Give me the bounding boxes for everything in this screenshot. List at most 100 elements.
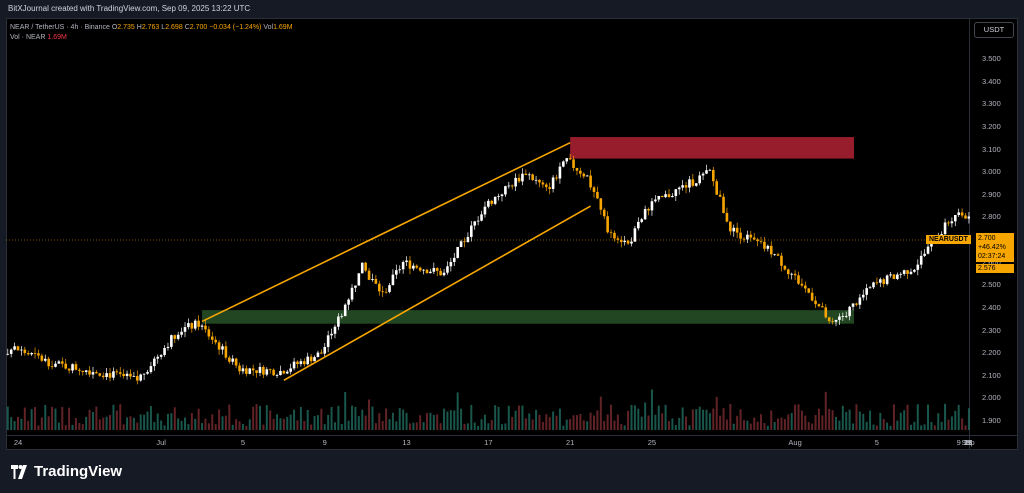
candle-body: [323, 346, 327, 354]
volume-bar: [187, 424, 190, 430]
zone-support: [202, 310, 855, 324]
candle-body: [163, 347, 166, 355]
volume-bar: [732, 423, 735, 430]
candle-body: [916, 264, 920, 270]
volume-bar: [163, 425, 166, 430]
time-tick-label: Sep: [961, 438, 975, 447]
time-tick-label: 24: [13, 438, 23, 447]
legend-open-label: O: [111, 24, 118, 31]
candle-body: [258, 366, 262, 373]
volume-bar: [34, 407, 37, 430]
volume-bar: [78, 422, 81, 430]
volume-bar: [654, 414, 657, 430]
candle-body: [364, 262, 367, 271]
volume-bar: [705, 409, 708, 430]
candle-body: [268, 369, 272, 371]
volume-bar: [913, 421, 916, 430]
candle-body: [766, 245, 770, 249]
volume-bar: [821, 415, 824, 430]
candle-body: [313, 357, 316, 362]
volume-bar: [126, 417, 129, 430]
volume-bar: [548, 417, 551, 430]
volume-bar: [381, 420, 384, 430]
volume-bar: [10, 417, 13, 430]
volume-bar: [194, 418, 197, 430]
candle-body: [882, 279, 886, 285]
candle-body: [149, 366, 153, 373]
candle-body: [122, 373, 125, 377]
candle-body: [589, 175, 592, 188]
volume-bar: [23, 407, 26, 430]
volume-bar: [790, 413, 793, 430]
volume-bar: [463, 423, 466, 430]
price-pane[interactable]: [6, 18, 970, 436]
candle-body: [296, 361, 299, 365]
volume-bar: [722, 408, 725, 430]
volume-bar: [470, 404, 473, 430]
legend-high-label: H: [136, 24, 142, 31]
candle-body: [735, 227, 739, 233]
candle-body: [333, 326, 337, 334]
candle-body: [769, 245, 773, 255]
candle-body: [303, 361, 306, 365]
price-axis[interactable]: [970, 18, 1018, 436]
candle-body: [374, 278, 378, 284]
volume-bar: [429, 412, 432, 430]
candle-body: [947, 222, 950, 224]
volume-bar: [415, 422, 418, 430]
volume-bar: [521, 405, 524, 430]
candle-body: [671, 196, 674, 198]
volume-bar: [184, 417, 187, 430]
candle-body: [834, 319, 838, 322]
candle-body: [449, 261, 453, 267]
legend-high: 2.763: [141, 24, 160, 31]
time-axis[interactable]: [6, 436, 970, 450]
candle-body: [217, 342, 221, 350]
tradingview-logo[interactable]: TradingView: [10, 463, 122, 480]
volume-bar: [575, 415, 578, 430]
volume-bar: [920, 425, 923, 430]
volume-bar: [746, 420, 749, 430]
volume-bar: [241, 423, 244, 430]
volume-bar: [388, 419, 391, 430]
candle-body: [176, 334, 180, 339]
candle-body: [640, 219, 644, 222]
candle-body: [224, 346, 228, 358]
volume-bar: [374, 423, 377, 430]
candle-body: [170, 335, 173, 347]
candle-body: [43, 358, 47, 361]
candle-body: [108, 373, 112, 378]
volume-bar: [538, 414, 541, 430]
volume-bar: [258, 405, 261, 430]
candle-body: [579, 170, 582, 174]
candle-body: [804, 285, 807, 289]
volume-bar: [667, 421, 670, 430]
candle-body: [74, 364, 78, 370]
volume-bar: [572, 415, 575, 430]
candle-body: [473, 221, 477, 226]
volume-bar: [524, 418, 527, 430]
volume-bar: [763, 423, 766, 430]
time-tick-label: 17: [963, 438, 973, 447]
candle-body: [756, 239, 759, 242]
candle-body: [207, 329, 211, 337]
candle-body: [418, 267, 422, 271]
price-tick-label: 2.300: [982, 325, 1001, 335]
volume-bar: [845, 411, 848, 430]
volume-bar: [211, 414, 214, 430]
candle-body: [773, 254, 776, 256]
channel-lower-line: [283, 205, 591, 381]
volume-bar: [940, 421, 943, 430]
candle-body: [647, 209, 650, 211]
volume-bar: [245, 425, 248, 430]
volume-bar: [347, 420, 350, 430]
volume-bar: [906, 404, 909, 430]
currency-selector[interactable]: USDT: [974, 22, 1014, 38]
candle-body: [868, 287, 872, 289]
candle-body: [367, 270, 371, 280]
volume-bar: [719, 415, 722, 430]
candle-body: [913, 269, 916, 272]
candle-body: [470, 225, 473, 237]
volume-bar: [518, 405, 521, 430]
candle-body: [575, 167, 579, 171]
